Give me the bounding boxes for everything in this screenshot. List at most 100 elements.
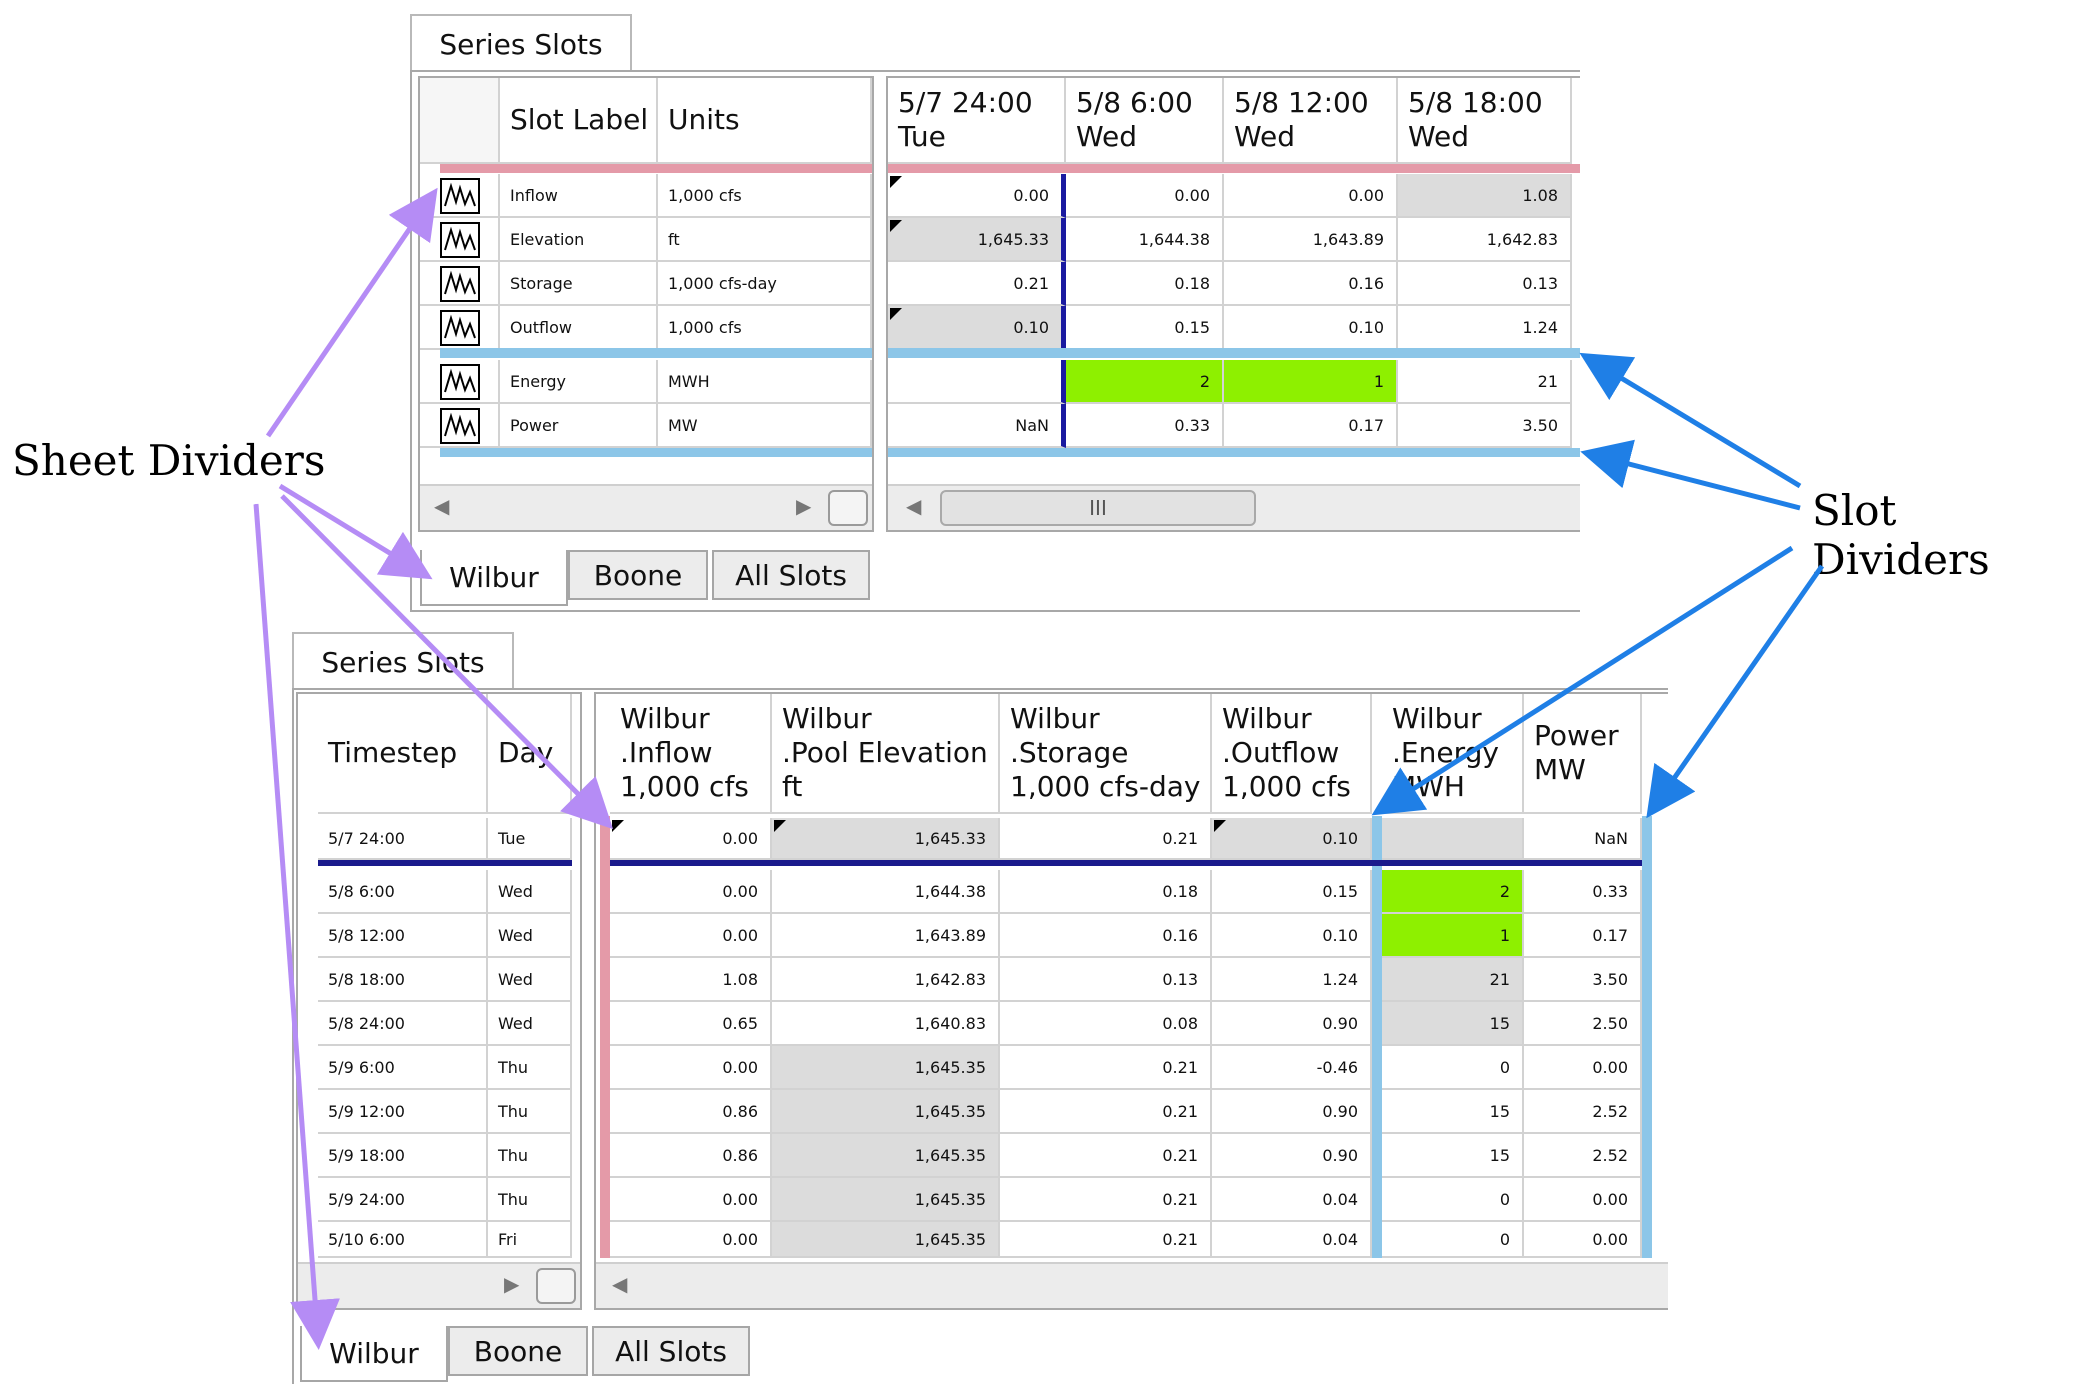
bottom-right-scrollbar[interactable]: ◀ <box>596 1262 1668 1308</box>
value-cell[interactable]: 1,643.89 <box>772 914 1000 958</box>
scroll-corner-box[interactable] <box>536 1268 576 1304</box>
day-cell[interactable]: Wed <box>488 914 572 958</box>
value-cell[interactable]: 0.00 <box>1524 1222 1642 1258</box>
value-cell[interactable]: 0.00 <box>610 1178 772 1222</box>
value-cell[interactable]: 3.50 <box>1398 404 1572 448</box>
value-cell[interactable]: 21 <box>1398 360 1572 404</box>
value-cell[interactable]: 2 <box>1066 360 1224 404</box>
value-cell[interactable]: 0.00 <box>610 1222 772 1258</box>
value-cell[interactable]: 2.52 <box>1524 1134 1642 1178</box>
slot-units[interactable]: MW <box>658 404 872 448</box>
value-cell[interactable]: 0.16 <box>1224 262 1398 306</box>
header-units[interactable]: Units <box>658 78 872 164</box>
value-cell[interactable]: 0.21 <box>1000 1090 1212 1134</box>
value-cell[interactable]: 1,642.83 <box>1398 218 1572 262</box>
scroll-left-arrow[interactable]: ◀ <box>906 494 922 518</box>
header-timestep[interactable]: Timestep <box>318 694 488 814</box>
value-cell[interactable]: 0.00 <box>1224 174 1398 218</box>
value-cell[interactable]: -0.46 <box>1212 1046 1372 1090</box>
value-cell[interactable]: 1,645.35 <box>772 1134 1000 1178</box>
slot-units[interactable]: 1,000 cfs-day <box>658 262 872 306</box>
header-col-3[interactable]: Wilbur .Storage 1,000 cfs-day <box>1000 694 1212 814</box>
value-cell[interactable]: 0.21 <box>1000 1178 1212 1222</box>
timestep-cell[interactable]: 5/9 24:00 <box>318 1178 488 1222</box>
value-cell[interactable]: 0.10 <box>1212 818 1372 860</box>
value-cell[interactable]: NaN <box>888 404 1066 448</box>
value-cell[interactable]: 0.00 <box>1066 174 1224 218</box>
value-cell[interactable]: 0.21 <box>1000 1134 1212 1178</box>
header-col-1[interactable]: 5/7 24:00 Tue <box>888 78 1066 164</box>
scroll-corner-box[interactable] <box>828 490 868 526</box>
value-cell[interactable]: 0.21 <box>1000 818 1212 860</box>
value-cell[interactable]: 0.04 <box>1212 1222 1372 1258</box>
scroll-right-arrow[interactable]: ▶ <box>796 494 812 518</box>
value-cell[interactable]: 0.17 <box>1524 914 1642 958</box>
slot-icon-cell[interactable] <box>420 174 500 218</box>
day-cell[interactable]: Wed <box>488 958 572 1002</box>
timestep-cell[interactable]: 5/10 6:00 <box>318 1222 488 1258</box>
top-right-scrollbar[interactable]: ◀ III <box>888 484 1580 530</box>
value-cell[interactable]: 1,645.35 <box>772 1222 1000 1258</box>
value-cell[interactable]: 0.21 <box>1000 1046 1212 1090</box>
slot-label[interactable]: Energy <box>500 360 658 404</box>
bottom-sheet-tab-all-slots[interactable]: All Slots <box>592 1326 750 1376</box>
slot-units[interactable]: MWH <box>658 360 872 404</box>
value-cell[interactable]: 15 <box>1382 1134 1524 1178</box>
day-cell[interactable]: Thu <box>488 1134 572 1178</box>
day-cell[interactable]: Thu <box>488 1046 572 1090</box>
value-cell[interactable]: 1.24 <box>1212 958 1372 1002</box>
scroll-thumb[interactable]: III <box>940 490 1256 526</box>
scroll-left-arrow[interactable]: ◀ <box>434 494 450 518</box>
timestep-cell[interactable]: 5/8 12:00 <box>318 914 488 958</box>
value-cell[interactable]: 0.18 <box>1066 262 1224 306</box>
value-cell[interactable]: 0.21 <box>1000 1222 1212 1258</box>
value-cell[interactable]: 1,645.35 <box>772 1178 1000 1222</box>
value-cell[interactable]: 0.18 <box>1000 870 1212 914</box>
value-cell[interactable]: 0.13 <box>1398 262 1572 306</box>
value-cell[interactable]: 0.00 <box>888 174 1066 218</box>
value-cell[interactable]: 0.33 <box>1066 404 1224 448</box>
header-col-1[interactable]: Wilbur .Inflow 1,000 cfs <box>610 694 772 814</box>
value-cell[interactable]: 15 <box>1382 1002 1524 1046</box>
value-cell[interactable]: 3.50 <box>1524 958 1642 1002</box>
timestep-cell[interactable]: 5/9 18:00 <box>318 1134 488 1178</box>
header-col-2[interactable]: 5/8 6:00 Wed <box>1066 78 1224 164</box>
value-cell[interactable]: 0.10 <box>888 306 1066 350</box>
bottom-sheet-tab-boone[interactable]: Boone <box>448 1326 588 1376</box>
top-left-scrollbar[interactable]: ◀ ▶ <box>420 484 872 530</box>
value-cell[interactable]: 1,640.83 <box>772 1002 1000 1046</box>
value-cell[interactable]: 1,642.83 <box>772 958 1000 1002</box>
value-cell[interactable]: 1,645.35 <box>772 1090 1000 1134</box>
day-cell[interactable]: Fri <box>488 1222 572 1258</box>
value-cell[interactable]: 0.00 <box>1524 1178 1642 1222</box>
value-cell[interactable]: 1,645.35 <box>772 1046 1000 1090</box>
value-cell[interactable]: 0.16 <box>1000 914 1212 958</box>
slot-icon-cell[interactable] <box>420 404 500 448</box>
value-cell[interactable]: 15 <box>1382 1090 1524 1134</box>
value-cell[interactable]: 0 <box>1382 1178 1524 1222</box>
value-cell[interactable] <box>1382 818 1524 860</box>
timestep-cell[interactable]: 5/7 24:00 <box>318 818 488 860</box>
value-cell[interactable]: 2.50 <box>1524 1002 1642 1046</box>
slot-label[interactable]: Storage <box>500 262 658 306</box>
header-col-3[interactable]: 5/8 12:00 Wed <box>1224 78 1398 164</box>
value-cell[interactable]: 0.86 <box>610 1134 772 1178</box>
timestep-cell[interactable]: 5/8 6:00 <box>318 870 488 914</box>
value-cell[interactable]: 0.08 <box>1000 1002 1212 1046</box>
timestep-cell[interactable]: 5/8 24:00 <box>318 1002 488 1046</box>
value-cell[interactable]: 1 <box>1382 914 1524 958</box>
value-cell[interactable]: 1,644.38 <box>1066 218 1224 262</box>
value-cell[interactable]: 2 <box>1382 870 1524 914</box>
value-cell[interactable]: 1.08 <box>1398 174 1572 218</box>
value-cell[interactable]: 0.21 <box>888 262 1066 306</box>
value-cell[interactable]: 0 <box>1382 1046 1524 1090</box>
value-cell[interactable]: 1,644.38 <box>772 870 1000 914</box>
value-cell[interactable]: 1.08 <box>610 958 772 1002</box>
value-cell[interactable]: 0.10 <box>1212 914 1372 958</box>
slot-icon-cell[interactable] <box>420 262 500 306</box>
header-col-4[interactable]: 5/8 18:00 Wed <box>1398 78 1572 164</box>
bottom-left-scrollbar[interactable]: ▶ <box>298 1262 580 1308</box>
top-series-slots-tab[interactable]: Series Slots <box>410 14 632 72</box>
slot-label[interactable]: Inflow <box>500 174 658 218</box>
value-cell[interactable]: 0.15 <box>1212 870 1372 914</box>
